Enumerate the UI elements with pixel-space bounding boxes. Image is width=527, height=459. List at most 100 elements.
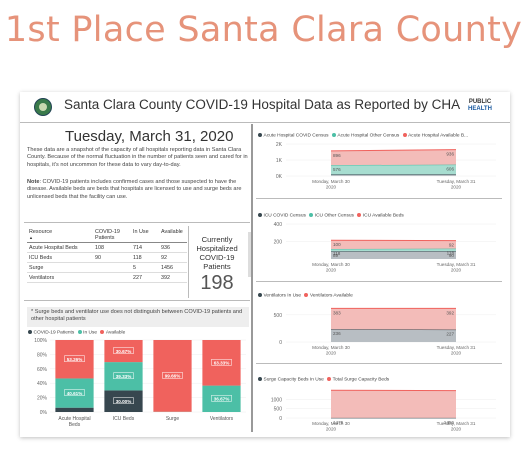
y-tick-label: 1000 [271, 397, 282, 403]
data-label: 118 [333, 251, 341, 256]
data-label: 392 [446, 310, 454, 315]
y-tick-label: 60% [37, 367, 48, 373]
x-tick-label: Monday, March 30 [312, 345, 350, 350]
data-label: 40.61% [67, 391, 83, 396]
area-band [331, 149, 456, 166]
y-tick-label: 0 [279, 416, 282, 422]
y-tick-label: 40% [37, 381, 48, 387]
note-text: Note: COVID-19 patients includes confirm… [27, 179, 252, 201]
x-tick-label: Beds [69, 422, 81, 428]
data-label: 53.26% [67, 357, 83, 362]
logo-line-2: HEALTH [468, 106, 492, 112]
y-tick-label: 80% [37, 352, 48, 358]
col-available[interactable]: Available [159, 228, 187, 243]
report-date: Tuesday, March 31, 2020 [65, 128, 234, 145]
divider [24, 300, 250, 301]
series-line [330, 149, 457, 152]
divider [256, 363, 502, 364]
acute-chart-legend: Acute Hospital COVID Census Acute Hospit… [256, 133, 468, 138]
data-label: 63.33% [214, 360, 230, 365]
y-tick-label: 100% [34, 338, 47, 344]
icu-chart-legend: ICU COVID Census ICU Other Census ICU Av… [256, 213, 404, 218]
dashboard-title: Santa Clara County COVID-19 Hospital Dat… [64, 97, 461, 112]
dashboard-header: Santa Clara County COVID-19 Hospital Dat… [20, 92, 510, 123]
area-band [331, 164, 456, 175]
note-body: : COVID-19 patients includes confirmed c… [27, 179, 242, 200]
y-tick-label: 0% [40, 410, 48, 416]
table-scrollbar[interactable] [248, 232, 251, 277]
x-tick-label: Monday, March 30 [312, 179, 350, 184]
x-tick-label: Tuesday, March 31 [437, 345, 476, 350]
y-tick-label: 1K [276, 158, 283, 164]
ventilator-chart-legend: Ventilators In Use Ventilators Available [256, 293, 353, 298]
area-band [331, 329, 456, 342]
card-label: Currently Hospitalized COVID-19 Patients [196, 235, 238, 271]
intro-text: These data are a snapshot of the capacit… [27, 147, 248, 168]
area-band [331, 308, 456, 330]
data-label-box [162, 372, 183, 379]
legend-swatch-covid [28, 330, 32, 334]
divider [256, 198, 502, 199]
data-label: 92 [449, 243, 455, 248]
card-value: 198 [200, 272, 234, 294]
card-divider [188, 226, 189, 298]
col-in-use[interactable]: In Use [131, 228, 159, 243]
table-header-row: Resource ▲ COVID-19 Patients In Use Avail… [27, 228, 187, 243]
series-line [330, 164, 457, 166]
x-tick-label: 2020 [326, 427, 337, 432]
data-label-box [211, 359, 232, 366]
x-tick-label: 2020 [326, 351, 337, 356]
area-band [331, 240, 456, 249]
divider [24, 222, 250, 223]
y-tick-label: 200 [274, 240, 283, 246]
col-resource[interactable]: Resource ▲ [27, 228, 93, 243]
data-label: 36.67% [214, 396, 230, 401]
data-label: 896 [333, 153, 341, 158]
stacked-bar-chart: 100% 80% 60% 40% 20% 0% 40.61% 53.26% Acute Hosp… [34, 338, 246, 428]
dashboard-screenshot: Santa Clara County COVID-19 Hospital Dat… [20, 92, 510, 437]
y-tick-label: 500 [274, 407, 283, 413]
county-seal-icon [34, 98, 52, 116]
surge-note: * Surge beds and ventilator use does not… [27, 307, 249, 327]
data-label: 383 [333, 310, 341, 315]
stacked-chart-legend: COVID-19 Patients In Use Available [26, 330, 125, 335]
x-tick-label: 2020 [326, 268, 337, 273]
award-title: 1st Place Santa Clara County [4, 10, 523, 50]
x-tick-label: 2020 [326, 185, 337, 190]
data-label: 89 [333, 253, 339, 258]
x-tick-label: Surge [166, 416, 180, 422]
data-label: 30.00% [116, 399, 132, 404]
logo-line-1: PUBLIC [468, 99, 492, 105]
data-label: 236 [333, 331, 341, 336]
x-tick-label: Tuesday, March 31 [437, 262, 476, 267]
x-tick-label: 2020 [451, 185, 462, 190]
column-divider [251, 124, 253, 432]
data-label-box [64, 389, 85, 396]
data-label: 30.67% [116, 349, 132, 354]
area-band [331, 251, 456, 259]
x-tick-label: 2020 [451, 427, 462, 432]
data-label: 100 [333, 242, 341, 247]
x-tick-label: Tuesday, March 31 [437, 421, 476, 426]
note-label: Note [27, 179, 40, 185]
data-label: 936 [446, 152, 454, 157]
divider [256, 281, 502, 282]
y-tick-label: 0 [279, 340, 282, 346]
legend-swatch-available [100, 330, 105, 334]
table-row: Ventilators 227 392 [27, 272, 187, 283]
col-covid-patients[interactable]: COVID-19 Patients [93, 228, 131, 243]
x-tick-label: Tuesday, March 31 [437, 179, 476, 184]
x-tick-label: 2020 [451, 268, 462, 273]
resource-table: Resource ▲ COVID-19 Patients In Use Avail… [27, 228, 187, 283]
data-label: 118 [447, 251, 455, 256]
x-tick-label: Monday, March 30 [312, 421, 350, 426]
data-label: 227 [446, 332, 454, 337]
x-tick-label: 2020 [451, 351, 462, 356]
data-label-box [211, 395, 232, 402]
data-label: 606 [446, 167, 454, 172]
data-label: 39.33% [116, 374, 132, 379]
data-label: 1456 [444, 420, 455, 425]
y-tick-label: 500 [274, 313, 283, 319]
